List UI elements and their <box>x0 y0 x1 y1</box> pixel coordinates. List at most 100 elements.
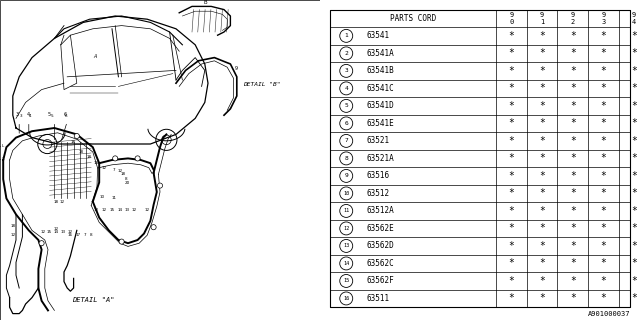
Text: B: B <box>204 0 207 5</box>
Text: 7: 7 <box>112 168 115 172</box>
Text: 18: 18 <box>87 155 92 159</box>
Text: 13: 13 <box>125 208 130 212</box>
Circle shape <box>119 239 124 244</box>
Text: *: * <box>539 223 545 233</box>
Text: 12: 12 <box>53 227 59 231</box>
Text: 9: 9 <box>344 173 348 179</box>
Text: *: * <box>570 153 576 164</box>
Text: *: * <box>570 48 576 58</box>
Text: 11: 11 <box>343 208 349 213</box>
Text: *: * <box>570 118 576 128</box>
Text: 2: 2 <box>344 51 348 56</box>
Text: *: * <box>539 171 545 181</box>
Text: 9: 9 <box>602 12 605 18</box>
Text: 9: 9 <box>632 12 636 18</box>
Text: 12: 12 <box>117 169 123 173</box>
Text: *: * <box>631 101 637 111</box>
Text: 5: 5 <box>48 112 51 117</box>
Text: *: * <box>631 118 637 128</box>
Text: 7: 7 <box>344 138 348 143</box>
Text: 4: 4 <box>632 19 636 25</box>
Text: 3: 3 <box>344 68 348 73</box>
Text: *: * <box>631 223 637 233</box>
Text: 0: 0 <box>509 19 513 25</box>
Text: 12: 12 <box>145 208 150 212</box>
Text: 12: 12 <box>10 233 15 237</box>
Text: 14: 14 <box>343 261 349 266</box>
Text: 15: 15 <box>47 230 52 234</box>
Text: 18: 18 <box>53 200 59 204</box>
Text: *: * <box>539 153 545 164</box>
Text: *: * <box>508 223 515 233</box>
Text: 3: 3 <box>602 19 605 25</box>
Text: *: * <box>570 223 576 233</box>
Text: *: * <box>539 66 545 76</box>
Text: *: * <box>570 84 576 93</box>
Text: *: * <box>570 276 576 286</box>
Text: 11: 11 <box>111 196 116 200</box>
Text: *: * <box>508 31 515 41</box>
Text: 9: 9 <box>236 66 238 71</box>
Text: 63541C: 63541C <box>366 84 394 93</box>
Circle shape <box>113 156 118 161</box>
Text: 63512A: 63512A <box>366 206 394 215</box>
Text: 3: 3 <box>19 115 22 118</box>
Text: DETAIL "B": DETAIL "B" <box>243 82 281 87</box>
Text: *: * <box>570 31 576 41</box>
Text: *: * <box>600 241 607 251</box>
Text: *: * <box>508 293 515 303</box>
Text: *: * <box>508 66 515 76</box>
Text: *: * <box>600 188 607 198</box>
Circle shape <box>157 183 163 188</box>
Circle shape <box>39 241 44 246</box>
Text: 10: 10 <box>343 191 349 196</box>
Text: 15: 15 <box>343 278 349 284</box>
Text: *: * <box>631 188 637 198</box>
Text: 18: 18 <box>93 161 99 165</box>
Text: 12: 12 <box>132 208 137 212</box>
Text: *: * <box>631 84 637 93</box>
Text: *: * <box>539 276 545 286</box>
Text: *: * <box>508 118 515 128</box>
Text: 5: 5 <box>344 103 348 108</box>
Text: 4: 4 <box>344 86 348 91</box>
Text: *: * <box>539 84 545 93</box>
Text: 1: 1 <box>540 19 544 25</box>
Text: *: * <box>539 259 545 268</box>
Text: 63562C: 63562C <box>366 259 394 268</box>
Text: 5: 5 <box>51 115 53 118</box>
Text: *: * <box>539 136 545 146</box>
Text: 12: 12 <box>102 208 108 212</box>
Text: 18: 18 <box>71 140 76 144</box>
Circle shape <box>74 133 79 139</box>
Text: *: * <box>631 241 637 251</box>
Text: *: * <box>539 118 545 128</box>
Text: *: * <box>539 188 545 198</box>
Text: *: * <box>600 206 607 216</box>
Text: L: L <box>2 144 4 148</box>
Text: *: * <box>539 293 545 303</box>
Text: 63562E: 63562E <box>366 224 394 233</box>
Text: 16: 16 <box>68 233 73 237</box>
Text: 12: 12 <box>60 200 65 204</box>
Text: *: * <box>570 136 576 146</box>
Text: 63541A: 63541A <box>366 49 394 58</box>
Text: *: * <box>631 66 637 76</box>
Text: *: * <box>600 84 607 93</box>
Text: 63541B: 63541B <box>366 66 394 76</box>
Text: 6: 6 <box>64 115 67 118</box>
Text: *: * <box>600 118 607 128</box>
Text: 63516: 63516 <box>366 172 390 180</box>
Text: *: * <box>631 153 637 164</box>
Text: *: * <box>508 241 515 251</box>
Text: DETAIL "A": DETAIL "A" <box>72 297 114 303</box>
Text: *: * <box>508 259 515 268</box>
Text: 12: 12 <box>343 226 349 231</box>
Text: 9: 9 <box>571 12 575 18</box>
Text: 63562D: 63562D <box>366 241 394 251</box>
Text: *: * <box>600 259 607 268</box>
Text: 63541D: 63541D <box>366 101 394 110</box>
Text: 14: 14 <box>118 208 122 212</box>
Text: *: * <box>508 101 515 111</box>
Text: *: * <box>600 171 607 181</box>
